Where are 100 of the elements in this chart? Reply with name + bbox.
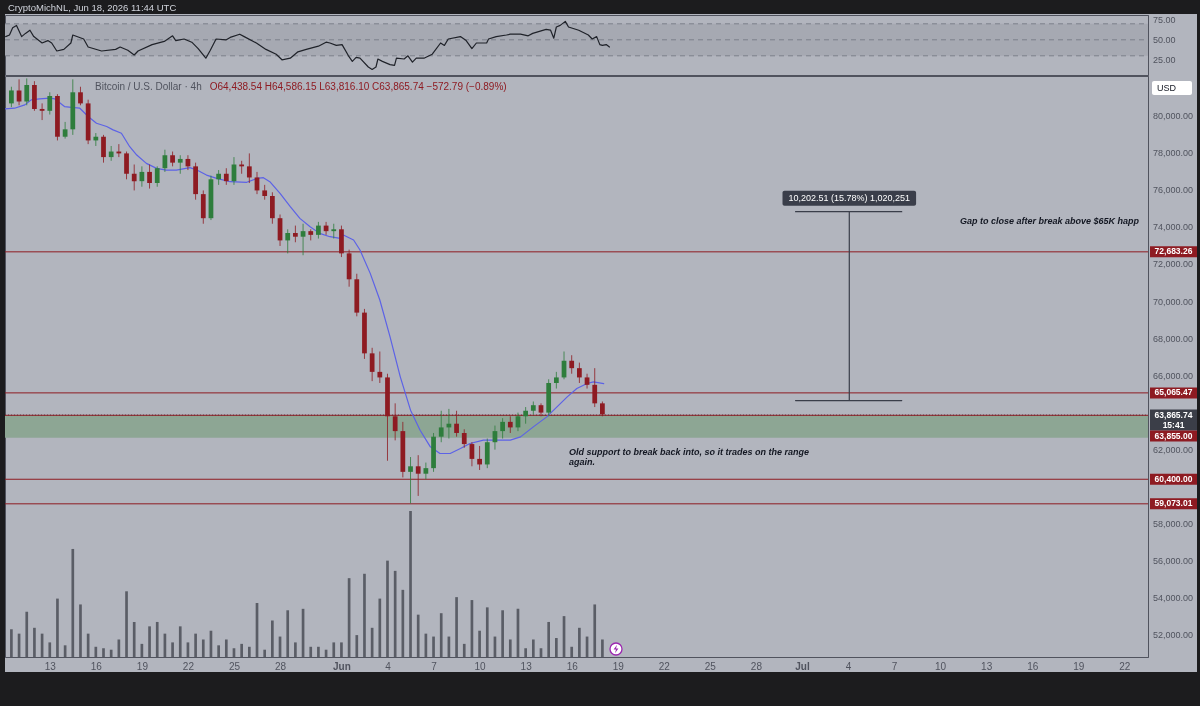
x-tick-label: 16 bbox=[566, 660, 579, 672]
bar bbox=[25, 611, 29, 657]
y-tick-label: 74,000.00 bbox=[1153, 222, 1194, 233]
y-tick-label: 70,000.00 bbox=[1153, 296, 1194, 307]
bar bbox=[332, 642, 336, 657]
bar bbox=[378, 598, 382, 657]
y-tick-label: 66,000.00 bbox=[1153, 370, 1194, 381]
candlestick bbox=[131, 164, 137, 191]
series-label: 10,202.51 (15.78%) 1,020,251 bbox=[788, 193, 911, 204]
x-tick-label: 25 bbox=[704, 660, 717, 672]
bar bbox=[547, 621, 551, 657]
x-tick-label: 22 bbox=[1119, 660, 1131, 672]
bar bbox=[508, 639, 512, 657]
candlestick bbox=[47, 91, 53, 116]
x-tick-label: 7 bbox=[431, 660, 438, 672]
candlestick bbox=[484, 438, 490, 469]
candlestick bbox=[16, 78, 22, 106]
bar bbox=[271, 620, 274, 657]
bar bbox=[455, 597, 458, 657]
x-tick-label: 19 bbox=[612, 660, 625, 672]
bar bbox=[132, 621, 136, 657]
y-tick-label: 76,000.00 bbox=[1153, 185, 1194, 196]
bar bbox=[10, 629, 13, 657]
bar bbox=[462, 643, 466, 657]
y-tick-label: 68,000.00 bbox=[1153, 333, 1194, 344]
candlestick bbox=[461, 428, 467, 449]
bar bbox=[247, 646, 251, 657]
y-tick-label: 50.00 bbox=[1153, 34, 1176, 45]
bar bbox=[570, 646, 574, 657]
x-tick-label: 4 bbox=[845, 660, 852, 672]
candlestick bbox=[285, 228, 291, 254]
bar bbox=[601, 639, 604, 657]
y-tick-label: 54,000.00 bbox=[1153, 592, 1194, 603]
candlestick bbox=[477, 445, 482, 471]
ref-line-label: 63,855.00 bbox=[1154, 430, 1193, 441]
x-tick-label: 28 bbox=[750, 660, 763, 672]
bar bbox=[102, 648, 105, 657]
y-tick-label: 25.00 bbox=[1153, 54, 1176, 65]
candlestick bbox=[154, 165, 160, 188]
bar bbox=[201, 639, 205, 657]
x-tick-label: 22 bbox=[658, 660, 671, 672]
candlestick bbox=[147, 164, 152, 190]
candlestick bbox=[577, 362, 582, 384]
bar bbox=[194, 633, 197, 657]
annotation: Old support to break back into, so it trades on the range again. bbox=[569, 447, 810, 467]
x-tick-label: Jul bbox=[795, 660, 810, 672]
x-tick-label: 10 bbox=[474, 660, 487, 672]
x-tick-label: Jun bbox=[333, 660, 351, 672]
candlestick bbox=[423, 462, 429, 480]
bar bbox=[48, 642, 52, 657]
bar bbox=[578, 627, 581, 657]
candlestick bbox=[139, 165, 145, 188]
bar bbox=[439, 613, 443, 657]
candlestick bbox=[300, 223, 306, 256]
line-series bbox=[5, 20, 611, 70]
candlestick bbox=[369, 347, 375, 382]
candlestick bbox=[124, 151, 129, 180]
bar bbox=[363, 573, 366, 657]
ref-line-label: 63,865.74 15:41 bbox=[1154, 409, 1193, 430]
candlestick bbox=[438, 410, 444, 443]
candlestick bbox=[569, 354, 575, 375]
x-tick-label: 10 bbox=[935, 660, 947, 672]
bar bbox=[171, 642, 174, 657]
candlestick bbox=[62, 121, 68, 140]
bar bbox=[148, 626, 151, 657]
candlestick bbox=[269, 191, 275, 225]
x-tick-label: 16 bbox=[1027, 660, 1039, 672]
candlestick bbox=[500, 417, 505, 440]
bar bbox=[355, 635, 359, 657]
bar bbox=[317, 646, 320, 657]
bar bbox=[109, 649, 113, 657]
bar bbox=[340, 642, 343, 657]
text: CryptoMichNL, Jun 18, 2026 11:44 UTC bbox=[8, 1, 177, 13]
y-tick-label: 78,000.00 bbox=[1153, 148, 1194, 159]
text: O64,438.54 H64,586.15 L63,816.10 C63,865.74 −572.79 (−0.89%) bbox=[209, 81, 507, 92]
bar bbox=[240, 643, 243, 657]
ref-line-label: 72,683.26 bbox=[1154, 246, 1193, 257]
bar bbox=[155, 621, 159, 657]
bar bbox=[416, 614, 420, 657]
bar bbox=[263, 649, 267, 657]
y-tick-label: 62,000.00 bbox=[1153, 444, 1194, 455]
x-tick-label: 19 bbox=[136, 660, 149, 672]
annotation: Gap to close after break above $65K happ bbox=[960, 216, 1140, 226]
x-tick-label: 22 bbox=[182, 660, 195, 672]
x-tick-label: 16 bbox=[90, 660, 103, 672]
bar bbox=[33, 627, 36, 657]
bar bbox=[386, 560, 389, 657]
y-tick-label: 56,000.00 bbox=[1153, 555, 1194, 566]
bar bbox=[409, 511, 412, 657]
candlestick bbox=[408, 456, 413, 504]
bar bbox=[432, 636, 435, 657]
bar bbox=[224, 639, 228, 657]
bar bbox=[294, 642, 297, 657]
y-tick-label: 72,000.00 bbox=[1153, 259, 1194, 270]
bar bbox=[79, 604, 82, 657]
bar bbox=[593, 604, 597, 657]
bar bbox=[501, 610, 504, 657]
bar bbox=[56, 598, 59, 657]
x-tick-label: 13 bbox=[981, 660, 993, 672]
bar bbox=[485, 607, 489, 657]
